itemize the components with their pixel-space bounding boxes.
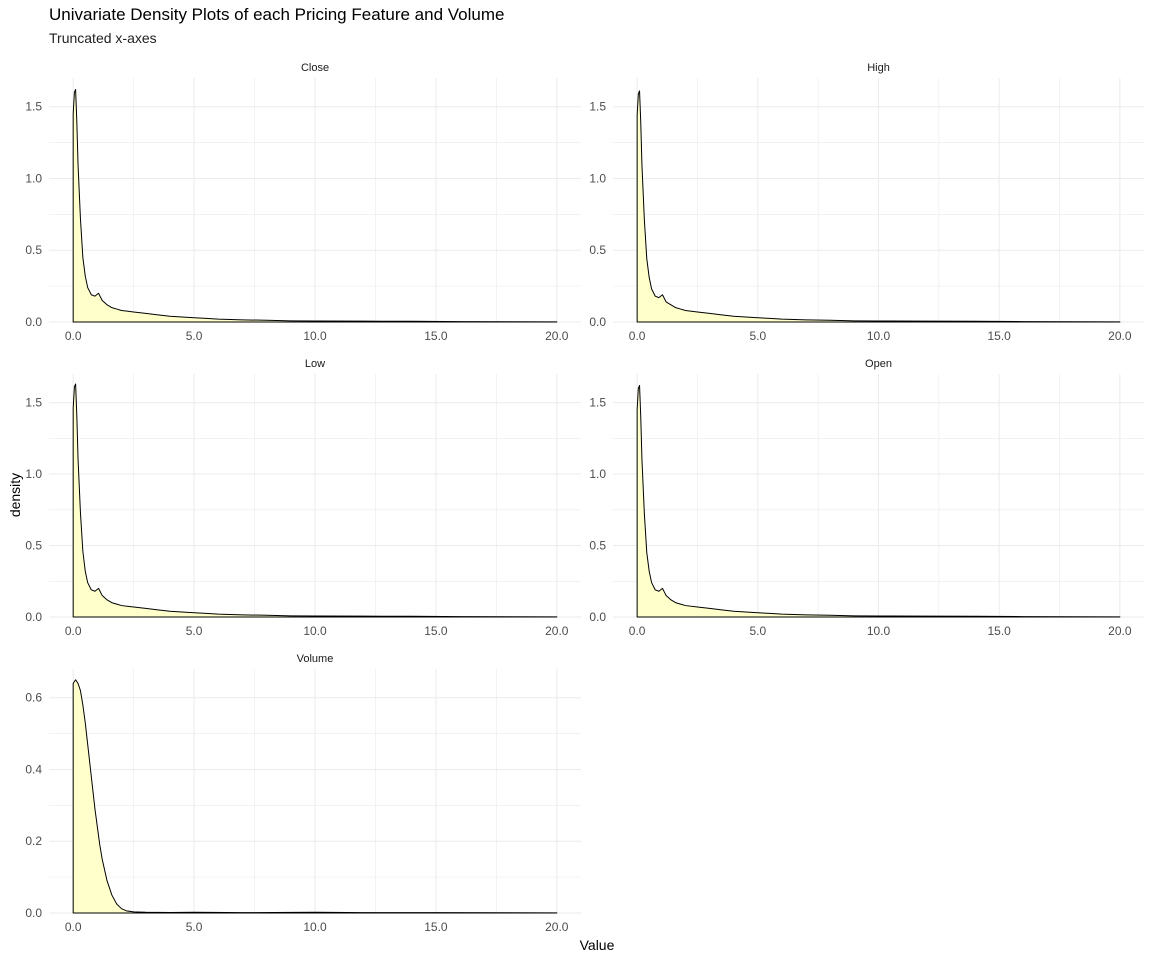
x-tick-label: 0.0 (629, 624, 646, 638)
x-tick-label: 15.0 (988, 624, 1012, 638)
x-tick-label: 20.0 (545, 329, 569, 343)
y-tick-label: 0.0 (25, 315, 42, 329)
y-tick-label: 0.0 (25, 610, 42, 624)
panel-high: High 0.0 5.0 10.0 15.0 20.0 0.0 0.5 1.0 1.5 (589, 62, 1144, 343)
y-tick-label: 1.0 (589, 171, 606, 185)
panel-title-open: Open (865, 358, 892, 370)
panel-open: Open 0.0 5.0 10.0 15.0 20.0 0.0 0.5 1.0 1.5 (589, 358, 1144, 638)
density-area-high (636, 90, 1121, 323)
density-area-close (72, 88, 558, 323)
y-tick-label: 1.0 (589, 467, 606, 481)
y-tick-label: 0.0 (589, 610, 606, 624)
x-tick-label: 20.0 (1108, 329, 1132, 343)
x-tick-label: 10.0 (867, 329, 891, 343)
density-area-open (636, 384, 1121, 618)
chart-title: Univariate Density Plots of each Pricing… (49, 5, 505, 24)
x-tick-label: 5.0 (749, 624, 766, 638)
y-tick-label: 0.5 (25, 243, 42, 257)
panel-close: Close 0.0 5.0 10.0 15.0 20.0 0.0 0.5 1.0 1.5 (25, 62, 581, 343)
x-tick-label: 0.0 (65, 329, 82, 343)
chart-subtitle: Truncated x-axes (49, 30, 157, 46)
y-tick-label: 0.6 (25, 691, 42, 705)
x-tick-label: 15.0 (424, 329, 448, 343)
y-tick-label: 1.5 (25, 100, 42, 114)
x-tick-label: 10.0 (303, 624, 327, 638)
x-tick-label: 5.0 (186, 920, 203, 934)
y-tick-label: 0.5 (25, 539, 42, 553)
panel-title-high: High (867, 62, 890, 74)
y-tick-label: 0.2 (25, 834, 42, 848)
y-axis-label: density (7, 473, 23, 517)
x-tick-label: 0.0 (65, 624, 82, 638)
x-tick-label: 5.0 (749, 329, 766, 343)
panel-low: Low 0.0 5.0 10.0 15.0 20.0 0.0 0.5 1.0 1.5 (25, 358, 581, 638)
x-tick-label: 10.0 (303, 920, 327, 934)
y-tick-label: 1.0 (25, 467, 42, 481)
x-tick-label: 0.0 (629, 329, 646, 343)
y-tick-label: 0.5 (589, 539, 606, 553)
x-tick-label: 15.0 (424, 920, 448, 934)
x-tick-label: 15.0 (424, 624, 448, 638)
x-tick-label: 10.0 (867, 624, 891, 638)
x-tick-label: 20.0 (545, 920, 569, 934)
y-tick-label: 0.0 (25, 906, 42, 920)
x-tick-label: 5.0 (186, 624, 203, 638)
y-tick-label: 0.4 (25, 762, 42, 776)
x-tick-label: 20.0 (1108, 624, 1132, 638)
density-area-low (72, 383, 558, 618)
x-tick-label: 5.0 (186, 329, 203, 343)
y-tick-label: 1.5 (25, 396, 42, 410)
x-tick-label: 0.0 (65, 920, 82, 934)
y-tick-label: 1.0 (25, 171, 42, 185)
y-tick-label: 0.0 (589, 315, 606, 329)
y-tick-label: 1.5 (589, 100, 606, 114)
panel-volume: Volume 0.0 5.0 10.0 15.0 20.0 0.0 0.2 0.4 0.6 (25, 653, 581, 934)
x-tick-label: 10.0 (303, 329, 327, 343)
panel-title-low: Low (305, 358, 325, 370)
x-tick-label: 15.0 (988, 329, 1012, 343)
panel-title-close: Close (301, 62, 329, 74)
panel-title-volume: Volume (297, 653, 334, 665)
y-tick-label: 1.5 (589, 396, 606, 410)
x-tick-label: 20.0 (545, 624, 569, 638)
x-axis-label: Value (580, 937, 615, 953)
density-area-volume (72, 679, 558, 914)
y-tick-label: 0.5 (589, 243, 606, 257)
